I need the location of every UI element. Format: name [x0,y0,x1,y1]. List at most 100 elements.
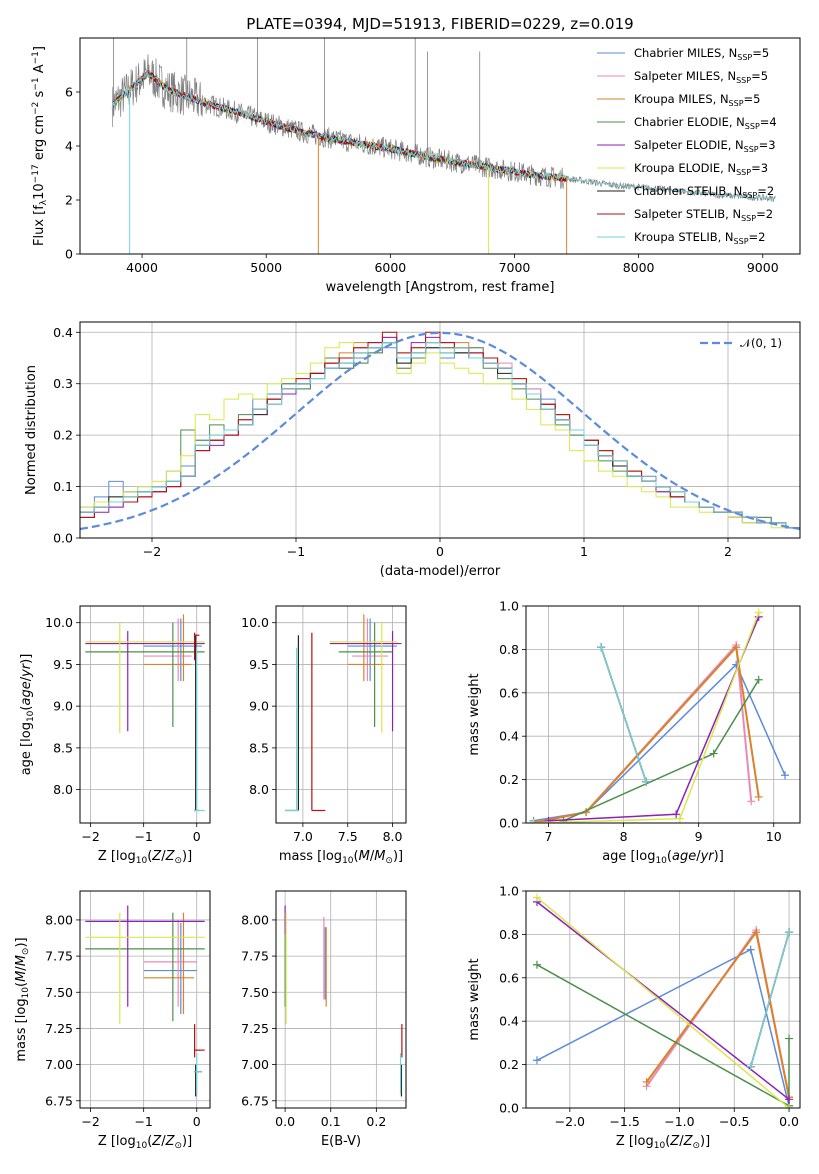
x-tick-label: 10 [766,829,782,844]
x-tick-label: −0.5 [719,1114,749,1129]
weight-line-kroupa_elodie [533,612,760,823]
weight-line-kroupa_stelib [749,931,790,1068]
y-axis-label: mass weight [467,673,482,755]
legend-label-count: =5 [751,69,768,83]
y-axis-label-part: / [19,676,34,681]
legend-label-text: Salpeter MILES, N [634,69,736,83]
legend-label-count: =2 [756,207,773,221]
x-tick-label: 9000 [747,260,779,275]
x-axis-label-part: )] [714,849,724,864]
weight-marker-kroupa_stelib [746,1062,755,1071]
weight-marker-salpeter_elodie [544,816,553,823]
legend-label: Salpeter STELIB, NSSP=2 [634,207,773,223]
x-axis-label-part: / [370,849,375,864]
legend-label-count: =5 [744,92,761,106]
y-axis-label-part: 10 [21,987,31,999]
y-axis-label-part: mass weight [467,673,482,755]
x-axis-label-part: age [log [602,849,655,864]
weight-line-kroupa_miles [533,644,760,823]
legend-label-sub: SSP [741,214,756,223]
y-tick-label: 2 [65,193,73,208]
x-axis-label-part: )] [393,849,403,864]
weight-marker-kroupa_elodie [785,1104,794,1108]
y-tick-label: 6 [65,85,73,100]
legend-label-sub: SSP [744,145,759,154]
x-axis-label-part: / [161,1134,166,1149]
x-axis-label-part: ⊙ [385,856,393,866]
x-tick-label: 7.5 [338,829,358,844]
axes-frame [79,605,211,824]
y-tick-label: 0.6 [499,970,519,985]
model-spectrum-kroupa_elodie [111,70,567,182]
weight-marker-kroupa_miles [752,928,761,937]
y-axis-label: age [log10(age/yr)] [19,654,36,776]
x-axis-label: Z [log10(Z/Z⊙)] [616,1134,710,1151]
legend-label: Salpeter MILES, NSSP=5 [634,69,768,85]
plot-area [284,905,403,1097]
legend-label-count: =2 [757,184,774,198]
legend-label-count: =5 [752,46,769,60]
legend-label: Salpeter ELODIE, NSSP=3 [634,138,776,154]
weight-line-kroupa_stelib [600,646,647,783]
axes-age_vs_Z: −2 −1 08.08.59.09.510.0Z [log10(Z/Z⊙)]age … [19,605,211,866]
x-axis-label-part: yr [700,849,716,864]
x-tick-label: 0 [193,1114,201,1129]
x-axis-label-part: ( [667,849,672,864]
y-tick-label: 0.8 [499,927,519,942]
plot-area [284,614,402,812]
axes-frame [79,321,801,539]
y-axis-label-part: 10 [32,183,47,200]
y-tick-label: 9.5 [53,657,73,672]
figure-title: PLATE=0394, MJD=51913, FIBERID=0229, z=0… [246,15,633,33]
axes-weight_vs_Z: −2.0 −1.5 −1.0 −0.5 0.0 0.0 0.2 0.4 0.6 0.8 1.0 Z [… [467,884,801,1151]
legend-label-text: Kroupa MILES, N [634,92,729,106]
weight-marker-salpeter_elodie [672,810,681,819]
y-axis-label: Normed distribution [24,365,39,495]
y-axis-label-part: λ [39,199,49,205]
y-tick-label: 0.4 [53,325,73,340]
x-tick-label: 1 [580,544,588,559]
x-axis-label: (data-model)/error [380,564,501,579]
x-axis-label-part: Z [683,1134,694,1149]
x-tick-label: 0.0 [779,1114,799,1129]
x-axis-label-part: E(B-V) [321,1134,361,1149]
x-axis-label: age [log10(age/yr)] [602,849,724,866]
y-axis-label-part: 10 [26,710,36,722]
x-tick-label: −2 [143,544,161,559]
y-tick-label: 7.75 [241,949,269,964]
weight-line-chabrier_miles [533,663,786,822]
y-axis-label-part: −2 [31,102,41,115]
y-tick-label: 6.75 [45,1093,73,1108]
axes-frame [525,890,801,1109]
y-axis-label-part: )] [19,654,34,664]
y-axis-label-part: M [14,955,29,966]
y-tick-label: 0.0 [53,531,73,546]
weight-marker-kroupa_elodie [532,893,541,902]
plot-area [85,905,205,1097]
x-tick-label: 6000 [374,260,406,275]
legend-label-sub: SSP [729,99,744,108]
legend-label-sub: SSP [736,168,751,177]
x-axis-label-part: 10 [654,1141,666,1151]
x-tick-label: 2 [724,544,732,559]
weight-line-kroupa_elodie [536,896,790,1108]
x-axis-label: E(B-V) [321,1134,361,1149]
y-tick-label: 7.25 [45,1021,73,1036]
axes-mass_vs_ebv: 0.0 0.1 0.2 6.75 7.00 7.25 7.50 7.75 8.00 E(B-V) [241,890,407,1149]
x-axis-label-part: Z [165,1134,176,1149]
model-spectrum-salpeter_miles [111,69,567,182]
weight-line-kroupa_miles [645,929,790,1098]
y-tick-label: 7.50 [241,985,269,1000]
weight-marker-kroupa_stelib [785,928,794,937]
legend-label-count: =3 [759,138,776,152]
y-tick-label: 6.75 [241,1093,269,1108]
x-axis-label-part: mass [log [279,849,342,864]
legend-label: Chabrier STELIB, NSSP=2 [634,184,774,200]
weight-line-salpeter_miles [645,927,790,1098]
weight-marker-chabrier_miles [746,945,755,954]
y-axis-label-part: yr [19,662,34,678]
y-axis-label-part: −1 [31,51,41,64]
x-tick-label: 7.0 [293,829,313,844]
x-tick-label: 8.0 [383,829,403,844]
